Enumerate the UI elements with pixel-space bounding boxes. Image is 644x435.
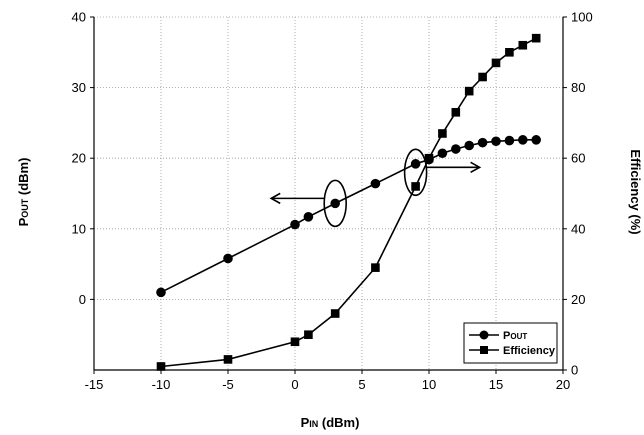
x-tick-label: -15: [85, 377, 104, 392]
annotation-ellipse-left: [323, 179, 348, 228]
point-pout: [464, 140, 475, 151]
point-pout: [477, 137, 488, 148]
point-pout: [531, 135, 541, 145]
y2-tick-label: 20: [571, 292, 585, 307]
point-pout: [504, 135, 515, 146]
point-pout: [303, 211, 314, 222]
legend-marker-efficiency: [480, 346, 488, 354]
point-efficiency: [478, 72, 487, 82]
series-line-efficiency: [160, 37, 537, 368]
legend-marker-pout: [479, 330, 489, 340]
x-tick-label: -10: [152, 377, 171, 392]
legend: POUT Efficiency: [463, 322, 558, 364]
point-pout: [223, 253, 233, 264]
y-axis-title: POUT (dBm): [16, 158, 31, 227]
point-efficiency: [156, 362, 166, 371]
point-efficiency: [518, 40, 528, 50]
point-efficiency: [531, 33, 541, 43]
x-tick-label: 10: [422, 377, 436, 392]
point-pout: [451, 144, 461, 154]
legend-label-efficiency: Efficiency: [503, 345, 556, 357]
point-efficiency: [505, 48, 514, 57]
point-efficiency: [330, 309, 340, 318]
legend-box: [463, 322, 558, 364]
annotation-ellipse-right: [403, 148, 428, 197]
y2-tick-label: 60: [571, 151, 585, 166]
legend-label-pout: POUT: [503, 330, 527, 342]
y2-tick-label: 40: [571, 221, 585, 236]
y2-tick-label: 80: [571, 80, 585, 95]
point-pout: [290, 219, 300, 230]
point-pout: [410, 159, 421, 169]
y-tick-labels: 0 10 20 30 40: [72, 10, 86, 307]
y-tick-label: 30: [72, 80, 86, 95]
point-efficiency: [491, 58, 501, 68]
point-efficiency: [411, 182, 420, 191]
y-tick-label: 20: [72, 151, 86, 166]
x-axis-title: PIN (dBm): [301, 415, 360, 430]
point-efficiency: [304, 330, 313, 339]
y-tick-label: 0: [79, 292, 86, 307]
point-pout: [330, 198, 341, 209]
x-tick-label: 20: [556, 377, 570, 392]
y2-tick-label: 100: [571, 10, 593, 25]
point-efficiency: [424, 153, 434, 163]
y2-tick-label: 0: [571, 363, 578, 378]
axes: [90, 16, 567, 374]
point-pout: [491, 136, 501, 147]
annotation-arrowhead-left: [269, 192, 281, 205]
point-efficiency: [451, 108, 461, 117]
point-efficiency: [438, 129, 447, 138]
y2-axis-title: Efficiency (%): [628, 149, 643, 234]
point-pout: [518, 135, 528, 145]
y-tick-label: 40: [72, 10, 86, 25]
x-tick-labels: -15 -10 -5 0 5 10 15 20: [85, 377, 571, 392]
series-line-pout: [160, 139, 537, 294]
x-tick-label: 15: [489, 377, 503, 392]
point-efficiency: [290, 337, 300, 347]
y-tick-label: 10: [72, 221, 86, 236]
series-layer: [156, 33, 541, 371]
point-pout: [370, 178, 381, 189]
point-efficiency: [371, 263, 380, 272]
point-pout: [156, 287, 166, 298]
x-tick-label: 5: [358, 377, 365, 392]
annotations: [269, 148, 482, 228]
point-efficiency: [464, 86, 474, 96]
x-tick-label: 0: [291, 377, 298, 392]
grid-lines: [93, 16, 564, 371]
annotation-arrowhead-right: [470, 161, 482, 174]
point-pout: [437, 148, 448, 159]
x-tick-label: -5: [222, 377, 234, 392]
y2-tick-labels: 0 20 40 60 80 100: [571, 10, 593, 378]
point-efficiency: [223, 355, 233, 364]
